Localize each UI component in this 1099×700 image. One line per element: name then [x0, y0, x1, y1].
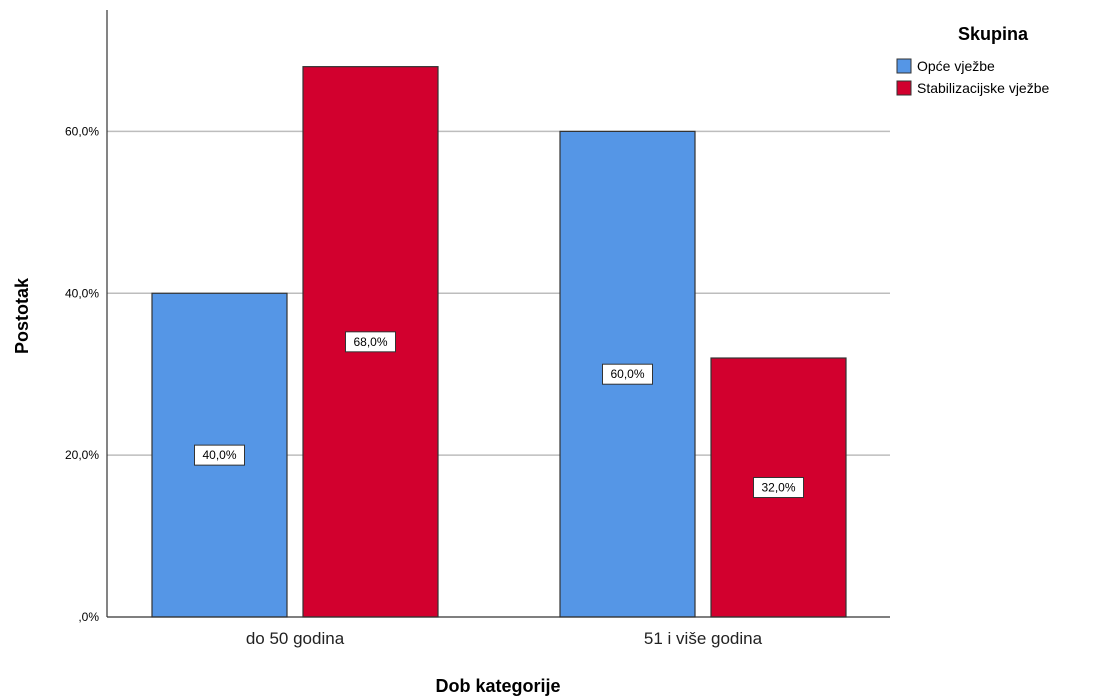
legend-title: Skupina [958, 24, 1029, 44]
legend-label: Opće vježbe [917, 58, 995, 74]
x-tick-label: do 50 godina [246, 629, 345, 648]
y-tick-label: 20,0% [65, 448, 99, 462]
data-label-box [194, 444, 245, 466]
data-label: 32,0% [761, 481, 795, 495]
y-tick-label: ,0% [78, 610, 99, 624]
y-tick-label: 60,0% [65, 124, 99, 138]
y-tick-label: 40,0% [65, 286, 99, 300]
data-label: 60,0% [610, 367, 644, 381]
y-axis-title: Postotak [12, 277, 32, 354]
data-label: 40,0% [202, 448, 236, 462]
x-tick-label: 51 i više godina [644, 629, 763, 648]
data-label-box [345, 331, 396, 353]
x-axis-title: Dob kategorije [435, 676, 560, 696]
legend-swatch [896, 80, 912, 96]
legend-label: Stabilizacijske vježbe [917, 80, 1049, 96]
data-label: 68,0% [353, 335, 387, 349]
legend-swatch [896, 58, 912, 74]
data-label-box [753, 477, 804, 499]
data-label-box [602, 363, 653, 385]
